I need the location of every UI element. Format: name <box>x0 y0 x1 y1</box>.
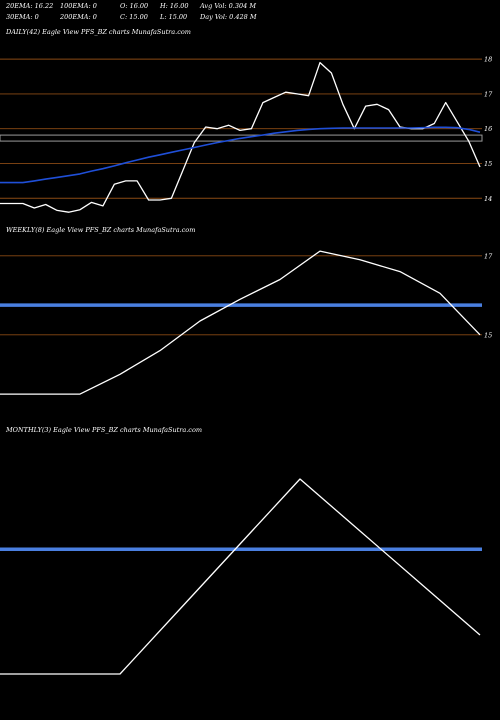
stat-high: H: 16.00 <box>159 2 189 10</box>
stat-avg-vol: Avg Vol: 0.304 M <box>199 2 256 10</box>
weekly-panel-label: WEEKLY(8) Eagle View PFS_BZ charts Munaf… <box>6 226 195 234</box>
daily-tick-label: 16 <box>484 125 492 133</box>
daily-panel: 18 17 16 15 14 <box>0 56 493 213</box>
weekly-price-line <box>0 250 481 395</box>
monthly-panel-label: MONTHLY(3) Eagle View PFS_BZ charts Muna… <box>5 426 202 434</box>
header-stats: 20EMA: 16.22 100EMA: 0 O: 16.00 H: 16.00… <box>5 2 257 21</box>
daily-ema-line <box>0 126 481 184</box>
weekly-tick-label: 15 <box>484 331 492 339</box>
stat-ema20: 20EMA: 16.22 <box>5 2 53 10</box>
stat-open: O: 16.00 <box>120 2 148 10</box>
daily-reference-band <box>0 134 483 142</box>
monthly-panel <box>0 478 482 675</box>
weekly-tick-label: 17 <box>484 252 493 260</box>
stat-day-vol: Day Vol: 0.428 M <box>199 13 257 21</box>
daily-price-line <box>0 61 481 213</box>
stat-low: L: 15.00 <box>159 13 187 21</box>
daily-tick-label: 18 <box>484 56 492 64</box>
daily-tick-label: 14 <box>484 195 492 203</box>
stat-ema100: 100EMA: 0 <box>60 2 97 10</box>
stat-close: C: 15.00 <box>120 13 148 21</box>
daily-tick-label: 17 <box>484 90 493 98</box>
monthly-price-line <box>0 478 481 675</box>
stat-ema200: 200EMA: 0 <box>59 13 97 21</box>
daily-tick-label: 15 <box>484 160 492 168</box>
stat-ema30: 30EMA: 0 <box>6 13 39 21</box>
daily-panel-label: DAILY(42) Eagle View PFS_BZ charts Munaf… <box>5 28 191 36</box>
